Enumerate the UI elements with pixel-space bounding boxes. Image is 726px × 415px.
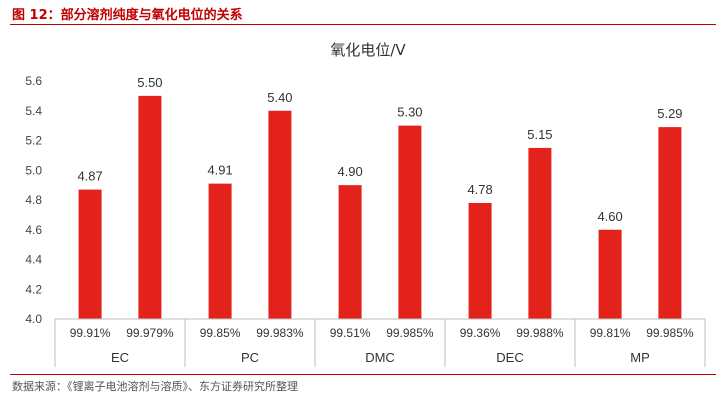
figure-title: 图 12：部分溶剂纯度与氧化电位的关系 [12, 8, 243, 23]
y-tick-label: 5.4 [25, 104, 42, 118]
bar [338, 185, 362, 319]
bar-chart: 氧化电位/V 4.0 4.2 4.4 4.6 4.8 5.0 5.2 5.4 5.6 4.87 5… [25, 41, 706, 367]
bar [208, 183, 232, 319]
bar [268, 110, 292, 319]
data-label: 5.40 [267, 90, 292, 105]
y-axis: 4.0 4.2 4.4 4.6 4.8 5.0 5.2 5.4 5.6 [25, 74, 42, 326]
y-tick-label: 5.2 [25, 134, 42, 148]
category-label: 99.985% [386, 326, 434, 340]
category-label: 99.979% [126, 326, 174, 340]
data-label: 4.87 [77, 169, 102, 184]
category-label: 99.51% [330, 326, 371, 340]
y-tick-label: 4.0 [25, 312, 42, 326]
bar [398, 125, 422, 319]
y-tick-label: 4.2 [25, 282, 42, 296]
y-tick-label: 4.8 [25, 193, 42, 207]
y-tick-label: 4.6 [25, 223, 42, 237]
group-label: PC [241, 350, 259, 365]
data-label: 5.50 [137, 75, 162, 90]
category-label: 99.91% [70, 326, 111, 340]
footer-divider [10, 374, 716, 375]
data-label: 4.60 [597, 209, 622, 224]
group-label: MP [630, 350, 650, 365]
category-label: 99.85% [200, 326, 241, 340]
y-tick-label: 5.0 [25, 163, 42, 177]
category-label: 99.988% [516, 326, 564, 340]
data-label: 5.15 [527, 127, 552, 142]
chart-title: 氧化电位/V [330, 41, 406, 59]
bar [468, 202, 492, 319]
bar [138, 95, 162, 319]
data-label: 5.29 [657, 106, 682, 121]
title-divider [10, 24, 716, 25]
group-label: EC [111, 350, 129, 365]
y-tick-label: 5.6 [25, 74, 42, 88]
bar [658, 127, 682, 319]
data-label: 4.91 [207, 163, 232, 178]
bar-series: 4.87 5.50 4.91 5.40 4.90 5.30 4.78 5.15 4.60 5.29 [77, 75, 683, 319]
y-tick-label: 4.4 [25, 253, 42, 267]
category-label: 99.36% [460, 326, 501, 340]
data-label: 4.90 [337, 164, 362, 179]
category-label: 99.985% [646, 326, 694, 340]
category-label: 99.81% [590, 326, 631, 340]
data-label: 4.78 [467, 182, 492, 197]
group-label: DMC [365, 350, 395, 365]
data-label: 5.30 [397, 105, 422, 120]
category-label: 99.983% [256, 326, 304, 340]
bar [78, 189, 102, 319]
source-note: 数据来源：《锂离子电池溶剂与溶质》、东方证券研究所整理 [12, 380, 298, 393]
bar [598, 229, 622, 319]
group-label: DEC [496, 350, 523, 365]
bar [528, 147, 552, 319]
